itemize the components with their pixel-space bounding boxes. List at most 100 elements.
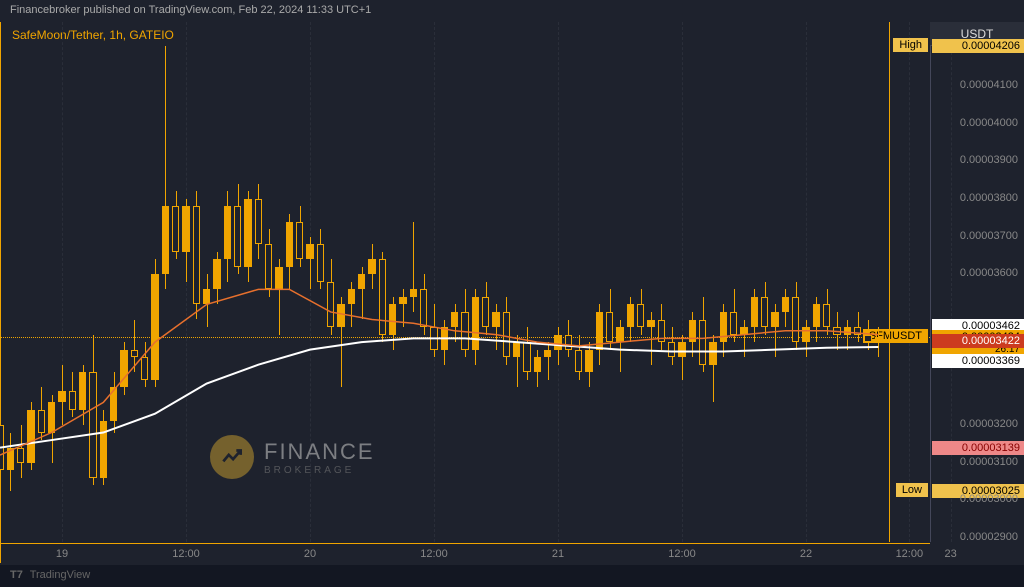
candle-body: [265, 244, 272, 289]
candle-body: [637, 304, 644, 327]
candle-body: [358, 274, 365, 289]
grid-line: [186, 22, 187, 542]
candle-body: [38, 410, 45, 433]
candle-body: [534, 357, 541, 372]
candle-wick: [744, 320, 745, 358]
y-tick: 0.00003000: [934, 493, 1018, 505]
candle-body: [823, 304, 830, 327]
candle-body: [306, 244, 313, 259]
price-tag: 0.00003369: [932, 354, 1024, 368]
ticker-badge: SFMUSDT: [863, 329, 928, 343]
y-tick: 0.00003600: [934, 267, 1018, 279]
candle-body: [48, 402, 55, 432]
grid-line: [806, 22, 807, 542]
x-tick: 19: [56, 548, 68, 560]
watermark-title: FINANCE: [264, 439, 375, 465]
candle-body: [224, 206, 231, 259]
candle-body: [275, 267, 282, 290]
candle-body: [430, 327, 437, 350]
candle-body: [131, 350, 138, 358]
candle-body: [492, 312, 499, 327]
candle-body: [348, 289, 355, 304]
candle-body: [389, 304, 396, 334]
candle-body: [79, 372, 86, 410]
candle-body: [482, 297, 489, 327]
footer: T7 TradingView: [0, 565, 1024, 587]
candle-body: [771, 312, 778, 327]
high-badge: High: [893, 38, 928, 52]
candle-body: [172, 206, 179, 251]
candle-body: [162, 206, 169, 274]
x-tick: 23: [945, 548, 957, 560]
candle-body: [234, 206, 241, 266]
candle-body: [120, 350, 127, 388]
candle-body: [7, 448, 14, 471]
candle-body: [699, 320, 706, 365]
candle-body: [627, 304, 634, 327]
candle-body: [544, 350, 551, 358]
candle-body: [27, 410, 34, 463]
candle-body: [286, 222, 293, 267]
candle-body: [100, 421, 107, 478]
candle-body: [182, 206, 189, 251]
y-tick: 0.00004000: [934, 117, 1018, 129]
candle-body: [833, 327, 840, 335]
candle-body: [720, 312, 727, 342]
candle-body: [678, 342, 685, 357]
candle-body: [844, 327, 851, 335]
candle-body: [782, 297, 789, 312]
ma-overlay: [0, 22, 930, 542]
candle-body: [472, 297, 479, 350]
candle-wick: [134, 320, 135, 373]
candle-wick: [413, 222, 414, 312]
candle-body: [575, 350, 582, 373]
candle-body: [58, 391, 65, 402]
x-tick: 12:00: [896, 548, 924, 560]
candle-body: [151, 274, 158, 379]
candle-body: [709, 342, 716, 365]
tradingview-logo-icon: T7: [10, 569, 23, 581]
candle-body: [730, 312, 737, 335]
candle-body: [399, 297, 406, 305]
time-axis[interactable]: 1912:002012:002112:002212:0023: [0, 543, 930, 563]
watermark-icon: [210, 435, 254, 479]
candle-body: [255, 199, 262, 244]
publish-header: Financebroker published on TradingView.c…: [0, 0, 1024, 22]
y-tick: 0.00003900: [934, 154, 1018, 166]
price-tag: 0.00003422: [932, 334, 1024, 348]
candle-body: [441, 327, 448, 350]
candle-body: [503, 312, 510, 357]
candle-body: [668, 342, 675, 357]
candle-body: [751, 297, 758, 327]
candle-body: [864, 335, 871, 343]
candle-body: [203, 289, 210, 304]
candle-body: [368, 259, 375, 274]
candle-wick: [403, 289, 404, 327]
candle-body: [740, 327, 747, 335]
ma-line: [0, 289, 878, 455]
watermark-text: FINANCE BROKERAGE: [264, 439, 375, 476]
candle-body: [461, 312, 468, 350]
price-axis[interactable]: USDT 0.000042060.000041000.000040000.000…: [930, 22, 1024, 542]
y-tick: 0.00002900: [934, 531, 1018, 543]
x-tick: 20: [304, 548, 316, 560]
candle-body: [379, 259, 386, 334]
candle-body: [616, 327, 623, 342]
candle-body: [658, 320, 665, 343]
grid-line: [682, 22, 683, 542]
y-tick: 0.00003700: [934, 230, 1018, 242]
chart-area[interactable]: High Low SFMUSDT: [0, 22, 930, 542]
low-badge: Low: [896, 483, 928, 497]
candle-body: [802, 327, 809, 342]
candle-body: [554, 335, 561, 350]
candle-body: [337, 304, 344, 327]
x-tick: 12:00: [668, 548, 696, 560]
candle-body: [69, 391, 76, 410]
y-tick: 0.00003200: [934, 418, 1018, 430]
y-tick: 0.00003100: [934, 456, 1018, 468]
candle-body: [523, 342, 530, 372]
candle-wick: [847, 320, 848, 350]
session-line: [889, 22, 890, 542]
candle-wick: [548, 342, 549, 380]
candle-body: [410, 289, 417, 297]
